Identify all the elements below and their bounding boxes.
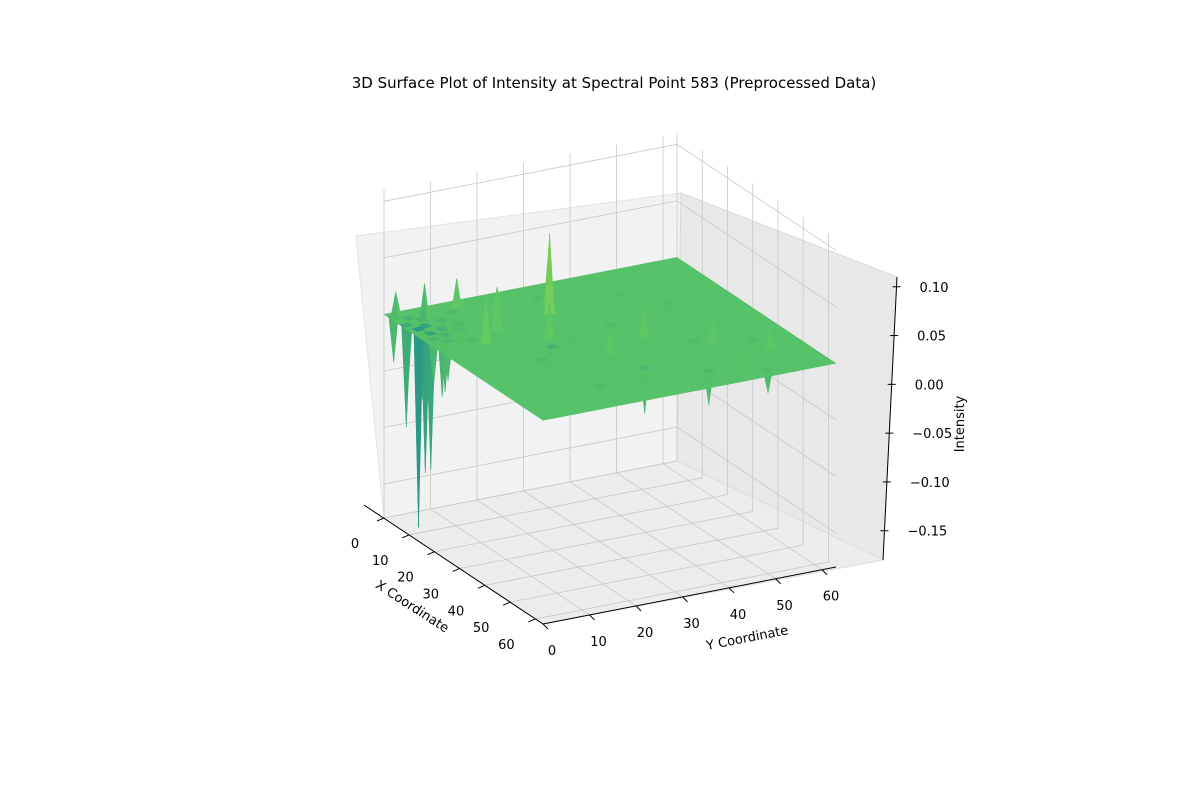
grid-line-floor-y-6	[662, 463, 823, 571]
grid-line-floor-y-4	[569, 481, 730, 589]
x-axis-label: X Coordinate	[372, 578, 451, 636]
grid-line-floor-x-5	[510, 544, 804, 603]
z-tick-label: −0.15	[907, 525, 947, 540]
y-tick-mark	[775, 578, 781, 585]
grid-line-floor-x-4	[484, 527, 779, 586]
y-tick-mark	[589, 614, 595, 621]
y-tick-label: 50	[776, 599, 793, 614]
z-tick-label: 0.00	[915, 378, 944, 393]
x-tick-mark	[452, 568, 460, 572]
y-tick-label: 0	[548, 644, 556, 659]
z-tick-label: 0.05	[917, 330, 946, 345]
grid-line-z-1	[383, 200, 837, 308]
grid-line-floor-x-3	[459, 511, 753, 569]
x-tick-label: 30	[422, 587, 439, 602]
grid-line-floor-y-2	[476, 499, 637, 607]
y-axis-label: Y Coordinate	[704, 623, 790, 654]
surface-plot	[383, 233, 837, 528]
grid-line-floor-y-5	[616, 472, 776, 580]
z-tick-label: −0.05	[912, 427, 952, 442]
x-tick-label: 40	[448, 604, 465, 619]
x-tick-label: 60	[498, 638, 515, 653]
surface-cell	[540, 417, 549, 421]
grid-line-floor-x-0	[383, 460, 678, 519]
grid-line-floor-x-1	[409, 477, 703, 536]
z-axis-line	[882, 276, 898, 561]
axis-lines	[363, 276, 898, 625]
y-tick-label: 30	[683, 617, 700, 632]
y-tick-label: 40	[730, 608, 747, 623]
y-tick-label: 60	[823, 590, 840, 605]
x-tick-label: 10	[372, 554, 389, 569]
x-tick-label: 50	[473, 621, 490, 636]
grid-line-z-0	[383, 143, 837, 251]
x-tick-mark	[477, 584, 486, 589]
tick-labels: 0 10 20 30 40 50 60 0 10 20 30 40 50 60 0.10 0.05 0.00 −0…	[351, 281, 952, 659]
y-tick-mark	[682, 596, 688, 603]
chart-title: 3D Surface Plot of Intensity at Spectral…	[352, 74, 877, 92]
x-tick-mark	[528, 618, 536, 623]
z-tick-label: 0.10	[920, 281, 949, 296]
grid-line-floor-y-1	[430, 508, 590, 616]
y-tick-mark	[635, 605, 642, 612]
x-tick-mark	[376, 517, 385, 522]
x-axis-line	[363, 504, 544, 625]
x-tick-label: 20	[397, 571, 414, 586]
y-tick-mark	[542, 623, 549, 630]
y-axis-line	[542, 566, 837, 625]
grid-line-z-5	[383, 426, 837, 534]
grid-line-floor-x-2	[434, 494, 728, 553]
x-tick-label: 0	[351, 537, 359, 552]
y-tick-mark	[728, 587, 735, 594]
y-tick-label: 20	[637, 626, 654, 641]
x-tick-mark	[427, 551, 435, 556]
x-tick-mark	[402, 534, 410, 539]
grid-line-floor-y-3	[523, 490, 683, 598]
z-tick-label: −0.10	[910, 476, 950, 491]
x-tick-mark	[502, 601, 511, 606]
y-tick-mark	[821, 569, 828, 576]
grid-line-floor-x-6	[535, 561, 829, 620]
z-axis-label: Intensity	[953, 395, 968, 452]
y-tick-label: 10	[590, 635, 607, 650]
